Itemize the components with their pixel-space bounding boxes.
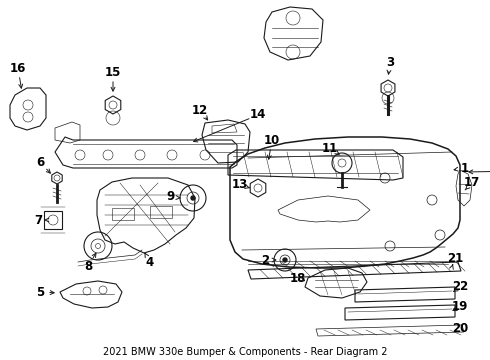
Text: 10: 10 bbox=[264, 134, 280, 147]
Text: 22: 22 bbox=[452, 280, 468, 293]
Text: 13: 13 bbox=[232, 179, 248, 192]
Text: 17: 17 bbox=[464, 176, 480, 189]
Text: 5: 5 bbox=[36, 285, 44, 298]
Text: 12: 12 bbox=[192, 104, 208, 117]
Text: 8: 8 bbox=[84, 260, 92, 273]
Text: 15: 15 bbox=[105, 66, 121, 78]
Text: 2021 BMW 330e Bumper & Components - Rear Diagram 2: 2021 BMW 330e Bumper & Components - Rear… bbox=[103, 347, 387, 357]
Text: 19: 19 bbox=[452, 301, 468, 314]
Circle shape bbox=[191, 196, 195, 200]
Text: 1: 1 bbox=[461, 162, 469, 175]
Text: 16: 16 bbox=[10, 62, 26, 75]
Text: 20: 20 bbox=[452, 321, 468, 334]
Text: 6: 6 bbox=[36, 156, 44, 168]
Text: 14: 14 bbox=[250, 108, 266, 122]
Circle shape bbox=[283, 258, 287, 262]
Text: 21: 21 bbox=[447, 252, 463, 265]
Text: 2: 2 bbox=[261, 253, 269, 266]
Text: 4: 4 bbox=[146, 256, 154, 269]
Text: 11: 11 bbox=[322, 141, 338, 154]
Text: 9: 9 bbox=[166, 190, 174, 203]
Text: 18: 18 bbox=[290, 271, 306, 284]
Text: 3: 3 bbox=[386, 55, 394, 68]
Text: 7: 7 bbox=[34, 213, 42, 226]
